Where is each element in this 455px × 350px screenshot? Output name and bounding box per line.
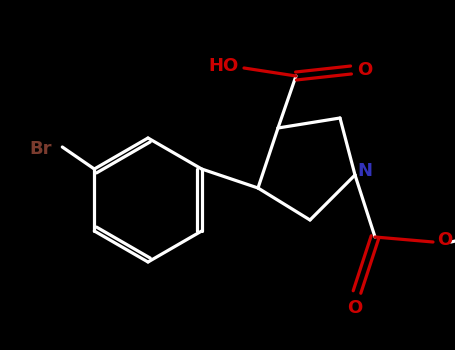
Text: HO: HO bbox=[209, 57, 239, 75]
Text: O: O bbox=[347, 299, 363, 317]
Text: Br: Br bbox=[29, 140, 51, 158]
Text: N: N bbox=[358, 162, 373, 180]
Text: O: O bbox=[437, 231, 453, 249]
Text: O: O bbox=[357, 61, 373, 79]
